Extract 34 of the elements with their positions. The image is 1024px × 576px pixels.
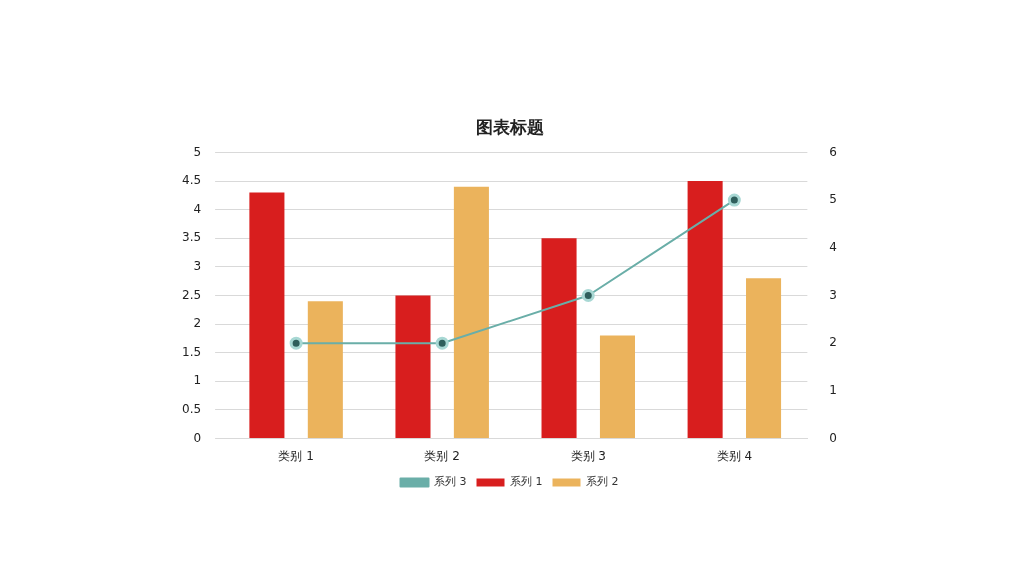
y-tick-label: 4 [193,201,202,216]
y-tick-label: 2 [193,316,202,331]
x-tick-label: 类别 1 [278,448,314,463]
y2-tick-label: 5 [829,192,838,207]
y2-tick-label: 0 [829,430,838,445]
y-tick-label: 3.5 [181,230,202,245]
y2-tick-label: 6 [829,144,838,159]
y-tick-label: 5 [193,144,202,159]
bar [453,186,489,439]
x-tick-label: 类别 2 [424,448,460,463]
bar [249,192,285,439]
y-tick-label: 1 [193,373,202,388]
y-tick-label: 0 [193,430,202,445]
legend-label: 系列 1 [510,475,543,489]
bar [687,181,723,439]
y2-tick-label: 2 [829,335,838,350]
bar [541,238,577,439]
y-tick-label: 2.5 [181,287,202,302]
y-tick-label: 4.5 [181,173,202,188]
y2-tick-label: 1 [829,383,838,398]
bar [746,278,782,439]
y2-tick-label: 3 [829,287,838,302]
legend-label: 系列 2 [586,475,619,489]
legend-label: 系列 3 [434,475,467,489]
y-tick-label: 0.5 [181,402,202,417]
y-tick-label: 1.5 [181,344,202,359]
bar [599,335,635,439]
chart-title: 图表标题 [475,116,544,137]
x-tick-label: 类别 3 [570,448,606,463]
x-tick-label: 类别 4 [716,448,753,463]
bar [395,295,431,439]
y-tick-label: 3 [193,259,202,274]
y2-tick-label: 4 [829,239,838,254]
bar [307,301,343,439]
